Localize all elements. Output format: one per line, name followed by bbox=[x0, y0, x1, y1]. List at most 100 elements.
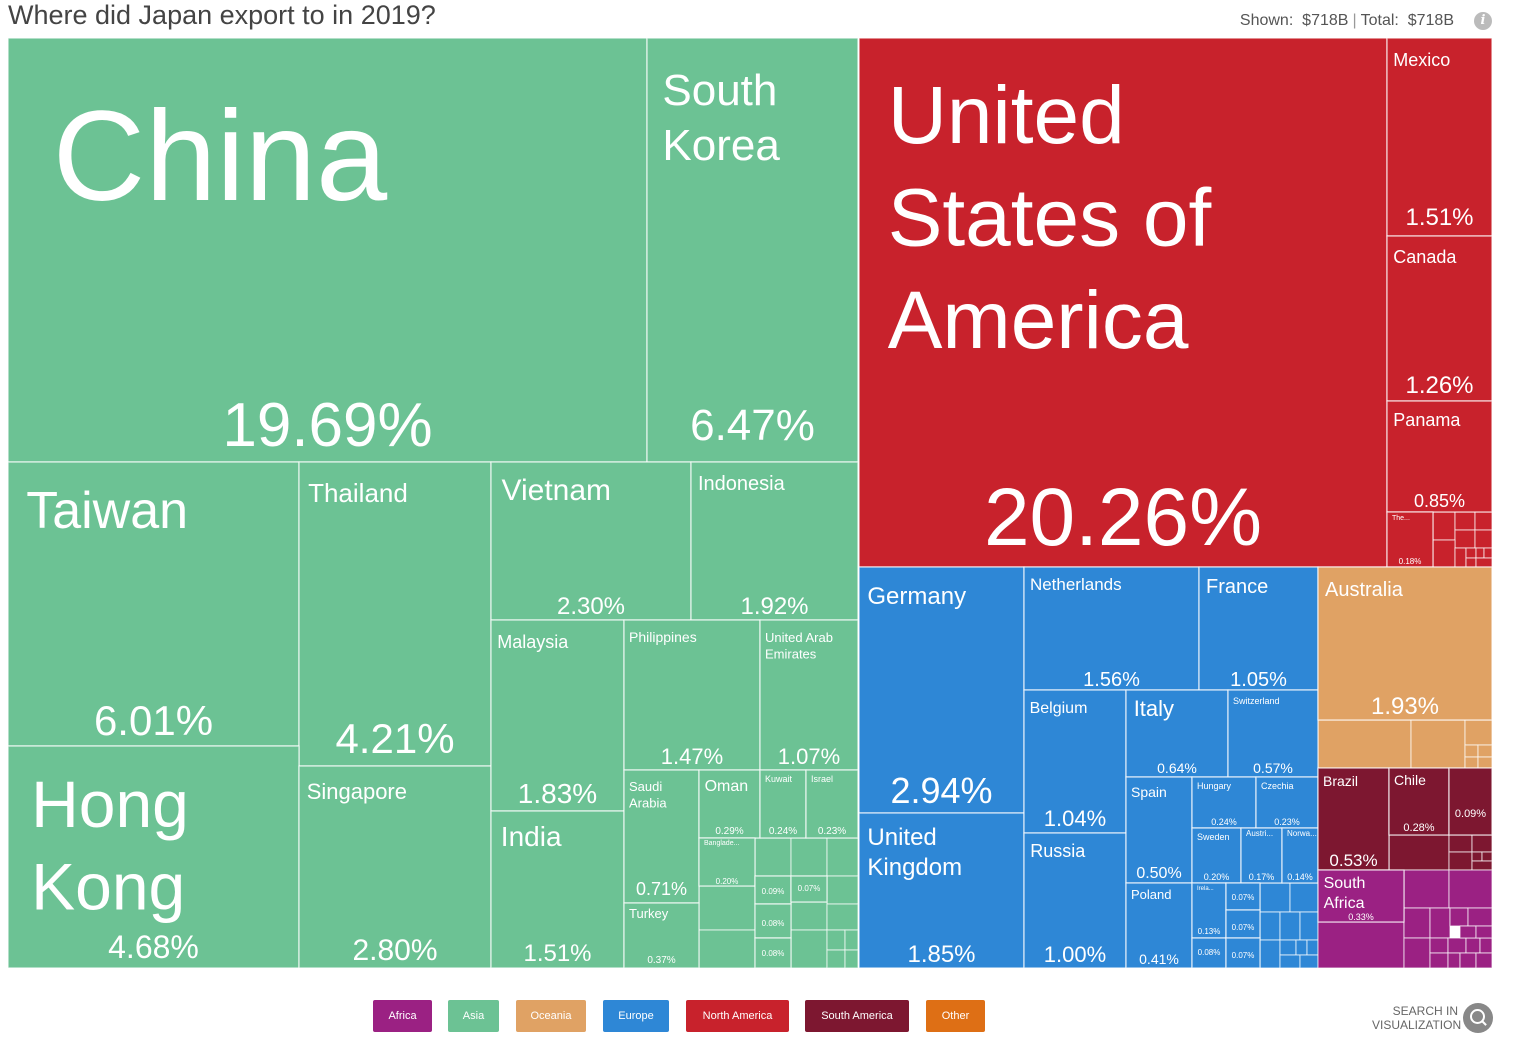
treemap-cell[interactable]: Switzerland 0.57% bbox=[1227, 689, 1319, 778]
treemap-cell-rect[interactable] bbox=[858, 566, 1025, 814]
treemap-cell-rect[interactable] bbox=[1388, 767, 1450, 836]
treemap-cell-rect[interactable] bbox=[298, 461, 492, 767]
treemap-cell-rect[interactable] bbox=[754, 903, 792, 939]
treemap-cell-rect[interactable] bbox=[1225, 882, 1261, 911]
treemap-cell[interactable]: 0.07% bbox=[790, 875, 828, 903]
treemap-cell[interactable]: Austri... 0.17% bbox=[1240, 827, 1283, 884]
treemap-cell[interactable]: Irela... 0.13% bbox=[1191, 882, 1227, 939]
treemap-cell-rect[interactable] bbox=[759, 619, 859, 771]
treemap-minor-cell[interactable] bbox=[1259, 939, 1281, 969]
treemap-cell[interactable]: Hungary 0.24% bbox=[1191, 776, 1257, 829]
treemap-minor-cell[interactable] bbox=[1475, 925, 1493, 939]
legend-item-north-america[interactable]: North America bbox=[686, 1000, 789, 1032]
treemap-cell-rect[interactable] bbox=[759, 769, 807, 839]
treemap-cell-rect[interactable] bbox=[7, 461, 300, 747]
treemap-cell-rect[interactable] bbox=[623, 902, 700, 969]
legend-item-africa[interactable]: Africa bbox=[373, 1000, 432, 1032]
treemap-minor-cell[interactable] bbox=[1454, 547, 1467, 568]
treemap-cell[interactable]: Oman 0.29% bbox=[698, 769, 761, 839]
treemap-minor-cell[interactable] bbox=[1477, 756, 1493, 769]
treemap-cell[interactable]: Spain 0.50% bbox=[1125, 776, 1193, 884]
treemap-cell-rect[interactable] bbox=[1386, 511, 1434, 568]
treemap-cell-rect[interactable] bbox=[490, 810, 625, 969]
treemap-cell[interactable]: 0.08% bbox=[754, 937, 792, 969]
treemap-cell-rect[interactable] bbox=[1227, 689, 1319, 778]
legend-item-other[interactable]: Other bbox=[926, 1000, 985, 1032]
treemap-minor-cell[interactable] bbox=[826, 949, 846, 969]
treemap-minor-cell[interactable] bbox=[1449, 907, 1469, 927]
treemap-cell[interactable]: Belgium 1.04% bbox=[1023, 689, 1127, 834]
treemap-cell[interactable]: Brazil 0.53% bbox=[1317, 767, 1390, 871]
legend-item-asia[interactable]: Asia bbox=[448, 1000, 499, 1032]
treemap-minor-cell[interactable] bbox=[1465, 547, 1477, 559]
treemap-cell[interactable]: France 1.05% bbox=[1198, 566, 1319, 691]
treemap-cell-rect[interactable] bbox=[1386, 400, 1493, 513]
treemap-cell[interactable]: Turkey 0.37% bbox=[623, 902, 700, 969]
treemap-cell[interactable]: Singapore 2.80% bbox=[298, 765, 492, 969]
legend-item-europe[interactable]: Europe bbox=[603, 1000, 669, 1032]
treemap-minor-cell[interactable] bbox=[1447, 937, 1467, 954]
treemap-cell[interactable]: 0.07% bbox=[1225, 909, 1261, 939]
treemap-minor-cell[interactable] bbox=[1465, 557, 1477, 568]
treemap-cell[interactable]: United States of America 20.26% bbox=[858, 37, 1388, 568]
treemap-minor-cell[interactable] bbox=[826, 903, 859, 931]
treemap-minor-cell[interactable] bbox=[1475, 952, 1493, 969]
treemap-minor-cell[interactable] bbox=[1454, 529, 1476, 549]
treemap-cell[interactable]: Australia 1.93% bbox=[1317, 566, 1493, 721]
treemap-cell[interactable]: 0.08% bbox=[1191, 937, 1227, 969]
treemap-minor-cell[interactable] bbox=[1432, 511, 1456, 541]
treemap-minor-cell[interactable] bbox=[1259, 911, 1281, 941]
treemap-cell-rect[interactable] bbox=[1281, 827, 1319, 884]
treemap-minor-cell[interactable] bbox=[1467, 907, 1493, 927]
treemap-cell-rect[interactable] bbox=[298, 765, 492, 969]
treemap-minor-cell[interactable] bbox=[1471, 834, 1493, 853]
treemap-minor-cell[interactable] bbox=[1479, 937, 1493, 954]
treemap-cell-rect[interactable] bbox=[1191, 937, 1227, 969]
treemap-minor-cell[interactable] bbox=[790, 929, 828, 969]
treemap-cell-rect[interactable] bbox=[698, 837, 756, 887]
treemap-cell-rect[interactable] bbox=[690, 461, 859, 621]
treemap-cell[interactable]: 0.07% bbox=[1225, 882, 1261, 911]
treemap-cell-rect[interactable] bbox=[646, 37, 859, 463]
treemap-cell[interactable]: Kuwait 0.24% bbox=[759, 769, 807, 839]
treemap-cell[interactable]: Czechia 0.23% bbox=[1255, 776, 1319, 829]
treemap-cell-rect[interactable] bbox=[1225, 909, 1261, 939]
treemap-cell[interactable]: The... 0.18% bbox=[1386, 511, 1434, 568]
treemap-cell[interactable]: China 19.69% bbox=[7, 37, 648, 463]
treemap-cell-rect[interactable] bbox=[7, 745, 300, 969]
treemap-minor-cell[interactable] bbox=[1459, 952, 1477, 969]
treemap-cell[interactable]: Israel 0.23% bbox=[805, 769, 859, 839]
search-label[interactable]: SEARCH IN VISUALIZATION bbox=[1372, 1004, 1461, 1032]
treemap-cell[interactable]: South Korea 6.47% bbox=[646, 37, 859, 463]
treemap-minor-cell[interactable] bbox=[1429, 952, 1449, 969]
treemap-cell-rect[interactable] bbox=[623, 619, 761, 771]
treemap-minor-cell[interactable] bbox=[1483, 547, 1493, 559]
treemap-cell[interactable]: Chile 0.28% bbox=[1388, 767, 1450, 836]
treemap-cell[interactable]: Indonesia 1.92% bbox=[690, 461, 859, 621]
treemap-minor-cell[interactable] bbox=[1475, 547, 1485, 559]
treemap-cell-rect[interactable] bbox=[1255, 776, 1319, 829]
treemap-minor-cell[interactable] bbox=[790, 901, 828, 931]
treemap-minor-cell[interactable] bbox=[1464, 744, 1479, 758]
treemap-cell[interactable]: Poland 0.41% bbox=[1125, 882, 1193, 969]
treemap-minor-cell[interactable] bbox=[1481, 851, 1493, 862]
treemap-cell[interactable]: 0.08% bbox=[754, 903, 792, 939]
treemap-minor-cell[interactable] bbox=[1448, 869, 1493, 909]
treemap-minor-cell[interactable] bbox=[698, 929, 756, 969]
treemap-cell-rect[interactable] bbox=[1386, 235, 1493, 402]
treemap-cell[interactable]: Philippines 1.47% bbox=[623, 619, 761, 771]
treemap-minor-cell[interactable] bbox=[1403, 907, 1431, 939]
treemap-minor-cell[interactable] bbox=[1474, 529, 1493, 549]
treemap-cell-rect[interactable] bbox=[1317, 869, 1405, 923]
treemap-cell-rect[interactable] bbox=[698, 769, 761, 839]
treemap-cell-rect[interactable] bbox=[790, 875, 828, 903]
treemap-cell[interactable]: Canada 1.26% bbox=[1386, 235, 1493, 402]
treemap-cell-rect[interactable] bbox=[1023, 689, 1127, 834]
treemap-minor-cell[interactable] bbox=[1429, 937, 1449, 954]
treemap-cell[interactable]: Netherlands 1.56% bbox=[1023, 566, 1200, 691]
treemap-cell-rect[interactable] bbox=[1191, 827, 1242, 884]
info-icon[interactable]: i bbox=[1474, 12, 1492, 30]
treemap-minor-cell[interactable] bbox=[1474, 511, 1493, 531]
treemap-minor-cell[interactable] bbox=[1295, 939, 1308, 956]
treemap-minor-cell[interactable] bbox=[1448, 851, 1473, 871]
